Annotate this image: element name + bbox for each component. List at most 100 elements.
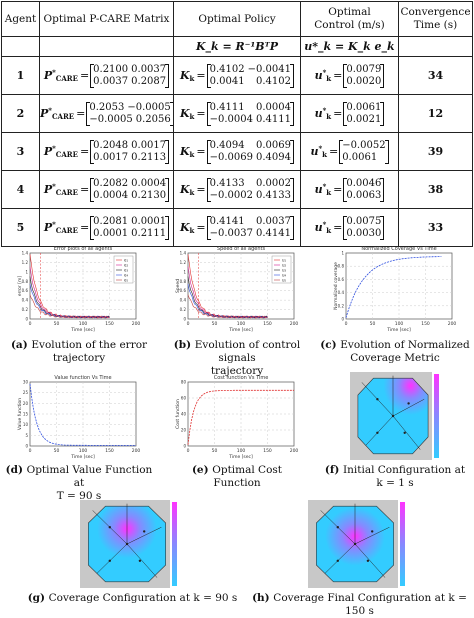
p-symbol: P*CARE xyxy=(44,220,78,235)
convergence-time-cell: 12 xyxy=(398,94,473,133)
k-cell: 0.4111 xyxy=(256,113,291,125)
u-control-cell: u*k = −0.0052 0.0061 xyxy=(300,132,399,171)
caption-tag: (h) xyxy=(252,592,274,604)
caption-line-2: Function xyxy=(213,477,261,489)
plot-title: Speed of all agents xyxy=(217,246,266,252)
y-tick-label: 0.8 xyxy=(338,264,345,269)
caption-line-2: trajectory xyxy=(52,352,106,364)
u-symbol: u*k xyxy=(310,144,327,159)
u-control-cell: u*k = 0.0046 0.0063 xyxy=(300,170,399,209)
series-line-5 xyxy=(29,294,110,319)
voronoi-edge xyxy=(392,398,425,417)
legend-label: e₃ xyxy=(124,268,128,273)
x-axis-label: Time [sec] xyxy=(70,454,95,460)
p-matrix: P*CARE = 0.2053 −0.0005 −0.0005 0.2056 xyxy=(40,101,173,126)
header-control: Optimal Control (m/s) xyxy=(300,1,399,37)
u-row: 0.0063 xyxy=(346,190,381,202)
k-cell: 0.4133 xyxy=(256,189,291,201)
p-letter: P xyxy=(40,107,49,120)
p-cell: 0.2113 xyxy=(131,151,167,163)
k-matrix: Kk = 0.4141 0.0037 −0.0037 0.4141 xyxy=(180,215,294,240)
p-cell: 0.2056 xyxy=(135,113,171,125)
k-cell: 0.4094 xyxy=(256,151,291,163)
u-cell: 0.0061 xyxy=(342,151,378,163)
p-matrix-cell: P*CARE = 0.2053 −0.0005 −0.0005 0.2056 xyxy=(39,94,174,133)
p-symbol: P*CARE xyxy=(40,106,75,121)
x-tick-label: 100 xyxy=(237,321,246,327)
x-tick-label: 200 xyxy=(448,321,457,327)
u-sup: * xyxy=(318,144,323,153)
y-axis-label: Speed xyxy=(175,279,181,293)
results-table: Agent Optimal P-CARE Matrix Optimal Poli… xyxy=(1,1,473,247)
k-row: −0.0004 0.4111 xyxy=(210,114,291,126)
caption-tag: (e) xyxy=(191,464,213,476)
series-line xyxy=(345,256,442,318)
u-bracket: 0.0075 0.0030 xyxy=(343,215,385,240)
agent-cell: 1 xyxy=(1,56,40,95)
x-tick-label: 150 xyxy=(263,321,272,327)
u-cell: 0.0061 xyxy=(346,101,382,113)
p-bracket: 0.2081 0.0001 0.0001 0.2111 xyxy=(90,215,170,240)
p-sub: CARE xyxy=(55,188,78,197)
k-cell: 0.4094 xyxy=(209,139,245,151)
u-letter: u xyxy=(310,145,319,158)
y-tick-label: 10 xyxy=(23,422,29,427)
u-bracket: −0.0052 0.0061 xyxy=(339,139,389,164)
agent-marker xyxy=(407,402,410,405)
u-symbol: u*k xyxy=(315,106,332,121)
u-cell: −0.0052 xyxy=(342,139,386,151)
figure-caption-6: (g) Coverage Configuration at k = 90 s xyxy=(20,592,245,605)
p-cell: 0.2087 xyxy=(131,75,167,87)
u-eq: = xyxy=(333,183,343,196)
series-line-5 xyxy=(187,294,268,319)
k-matrix: Kk = 0.4133 0.0002 −0.0002 0.4133 xyxy=(180,177,294,202)
agent-cell: 3 xyxy=(1,132,40,171)
y-tick-label: 1 xyxy=(183,269,186,274)
agent-marker xyxy=(138,559,142,562)
u-matrix: u*k = 0.0079 0.0020 xyxy=(315,63,385,88)
x-tick-label: 100 xyxy=(79,321,88,327)
x-tick-label: 50 xyxy=(370,321,376,327)
k-row: −0.0002 0.4133 xyxy=(210,190,291,202)
p-cell: 0.0001 xyxy=(93,227,129,239)
figure-caption-5: (f) Initial Configuration at k = 1 s xyxy=(320,464,470,490)
plot-title: Cost function Vs Time xyxy=(214,375,269,381)
legend-label: e₁ xyxy=(124,258,128,263)
k-matrix: Kk = 0.4102 −0.0041 0.0041 0.4102 xyxy=(180,63,294,88)
p-cell: 0.2048 xyxy=(93,139,129,151)
k-sub: k xyxy=(189,187,195,197)
k-symbol: Kk xyxy=(180,183,194,197)
k-cell: −0.0002 xyxy=(209,189,253,201)
y-tick-label: 0 xyxy=(25,444,28,449)
plot-3: Value function Vs Time Time [sec] Value fu… xyxy=(17,375,140,460)
p-matrix-cell: P*CARE = 0.2081 0.0001 0.0001 0.2111 xyxy=(39,208,174,247)
caption-line-1: Evolution of the error xyxy=(31,339,148,351)
p-cell: 0.0037 xyxy=(93,75,129,87)
figure-caption-7: (h) Coverage Final Configuration at k = … xyxy=(245,592,474,618)
voronoi-edge xyxy=(354,526,390,545)
u-sup: * xyxy=(322,182,327,191)
y-tick-label: 0.2 xyxy=(180,307,187,312)
x-tick-label: 50 xyxy=(212,321,218,327)
x-tick-label: 0 xyxy=(29,448,32,454)
header-conv-l1: Convergence xyxy=(400,6,471,18)
legend-label: e₄ xyxy=(124,273,128,278)
u-sup: * xyxy=(322,68,327,77)
p-row: 0.2048 0.0017 xyxy=(93,140,166,152)
y-tick-label: 0.2 xyxy=(22,307,29,312)
agent-marker xyxy=(108,559,111,562)
p-symbol: P*CARE xyxy=(44,68,78,83)
header-control-l2: Control (m/s) xyxy=(314,19,385,31)
caption-line-1: Initial Configuration at xyxy=(342,464,466,476)
y-tick-label: 25 xyxy=(23,390,29,395)
u-cell: 0.0075 xyxy=(346,215,382,227)
x-tick-label: 0 xyxy=(187,321,190,327)
header-conv: Convergence Time (s) xyxy=(398,1,473,37)
y-tick-label: 0.6 xyxy=(22,288,29,293)
p-sup: * xyxy=(52,220,56,229)
p-sup: * xyxy=(52,68,56,77)
figure-caption-3: (d) Optimal Value Function at T = 90 s xyxy=(4,464,154,503)
p-bracket: 0.2053 −0.0005 −0.0005 0.2056 xyxy=(86,101,173,126)
p-matrix: P*CARE = 0.2100 0.0037 0.0037 0.2087 xyxy=(44,63,170,88)
coverage-plot-5 xyxy=(350,372,439,460)
